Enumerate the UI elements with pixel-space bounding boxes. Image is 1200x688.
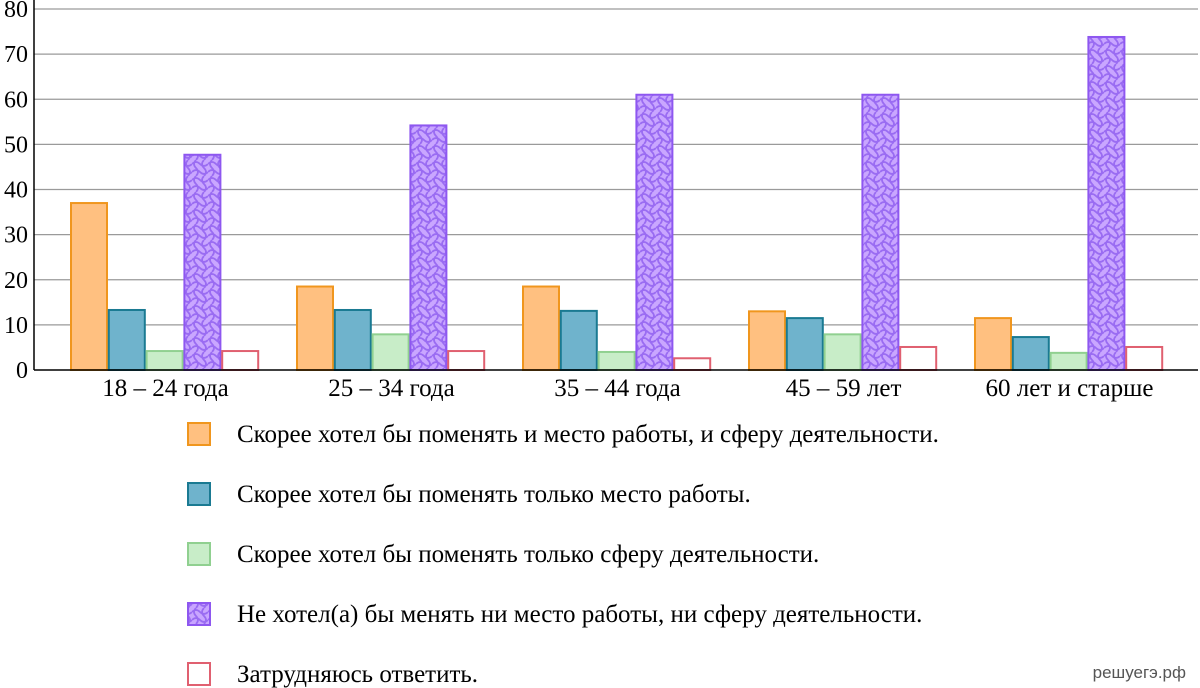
- x-category-label: 35 – 44 года: [554, 375, 680, 402]
- bar-series-3-cat-2: [371, 333, 410, 372]
- y-tick-label: 30: [4, 223, 28, 249]
- legend-label-5: Затрудняюсь ответить.: [237, 661, 478, 688]
- y-tick-label: 70: [4, 42, 28, 68]
- bar-series-1-cat-1: [70, 202, 108, 371]
- y-tick-label: 60: [4, 87, 28, 113]
- y-tick-label: 40: [4, 178, 28, 204]
- x-category-label: 60 лет и старше: [986, 375, 1154, 402]
- y-axis-ticks: 0 10 20 30 40 50 60 70 80: [4, 0, 28, 384]
- bar-series-1-cat-5: [974, 317, 1012, 372]
- watermark: решуегэ.рф: [1093, 663, 1186, 682]
- bar-series-3-cat-1: [145, 350, 184, 371]
- y-tick-label: 80: [4, 0, 28, 23]
- bar-series-1-cat-3: [522, 285, 560, 371]
- bar-series-1-cat-4: [748, 310, 786, 371]
- bar-series-5-cat-5: [1125, 345, 1164, 371]
- bar-series-4-cat-2: [409, 124, 448, 371]
- grid-lines: [34, 8, 1198, 326]
- legend-label-3: Скорее хотел бы поменять только сферу де…: [237, 541, 819, 568]
- bar-series-3-cat-3: [597, 350, 636, 372]
- bar-series-5-cat-2: [447, 350, 486, 371]
- y-tick-label: 10: [4, 313, 28, 339]
- bar-series-2-cat-5: [1011, 336, 1050, 371]
- bar-series-3-cat-4: [823, 333, 862, 372]
- x-category-label: 25 – 34 года: [328, 375, 454, 402]
- legend-swatch-1: [187, 422, 211, 446]
- legend-swatch-3: [187, 542, 211, 566]
- legend-label-4: Не хотел(а) бы менять ни место работы, н…: [237, 601, 922, 628]
- x-category-label: 18 – 24 года: [102, 375, 228, 402]
- bar-series-2-cat-1: [107, 308, 146, 372]
- bar-series-4-cat-5: [1087, 35, 1126, 371]
- bar-series-5-cat-1: [221, 350, 260, 371]
- bar-series-2-cat-2: [333, 308, 372, 372]
- bar-series-4-cat-4: [861, 93, 900, 372]
- bar-series-1-cat-2: [296, 285, 334, 371]
- x-axis-categories: 18 – 24 года 25 – 34 года 35 – 44 года 45 –…: [102, 375, 1153, 402]
- y-tick-label: 20: [4, 268, 28, 294]
- x-category-label: 45 – 59 лет: [786, 375, 902, 402]
- legend-swatch-2: [187, 482, 211, 506]
- legend-label-1: Скорее хотел бы поменять и место работы,…: [237, 421, 939, 448]
- legend-label-2: Скорее хотел бы поменять только место ра…: [237, 481, 751, 508]
- bar-series-4-cat-1: [183, 153, 222, 371]
- legend-swatch-4: [187, 602, 211, 626]
- bar-series-5-cat-4: [899, 345, 938, 371]
- axes: [33, 0, 1198, 371]
- bars: [70, 35, 1164, 372]
- y-tick-label: 0: [16, 358, 28, 384]
- legend: Скорее хотел бы поменять и место работы,…: [187, 421, 939, 688]
- bar-series-5-cat-3: [673, 357, 712, 371]
- y-tick-label: 50: [4, 132, 28, 158]
- bar-series-3-cat-5: [1049, 351, 1088, 372]
- bar-series-4-cat-3: [635, 93, 674, 372]
- bar-series-2-cat-4: [785, 317, 824, 372]
- bar-series-2-cat-3: [559, 309, 598, 372]
- legend-swatch-5: [187, 662, 211, 686]
